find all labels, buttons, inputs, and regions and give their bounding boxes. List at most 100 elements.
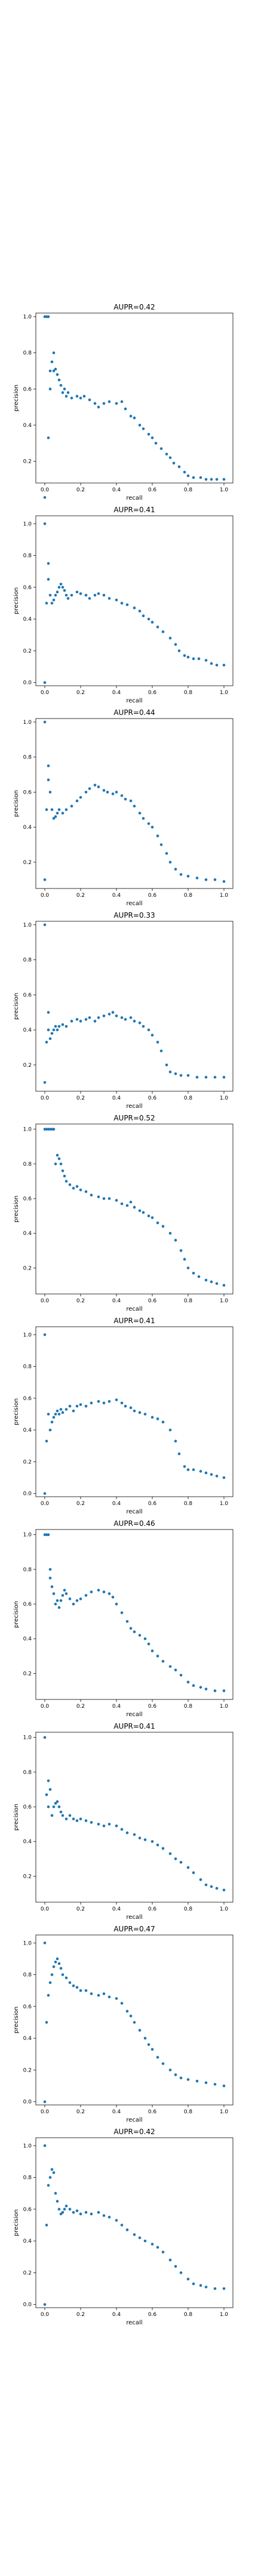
data-point bbox=[97, 785, 100, 788]
data-point bbox=[93, 1020, 97, 1023]
data-point bbox=[102, 593, 106, 597]
data-point bbox=[133, 606, 136, 609]
data-point bbox=[156, 1417, 159, 1420]
y-tick-label: 0.2 bbox=[23, 1459, 32, 1465]
y-tick-label: 0.2 bbox=[23, 2270, 32, 2276]
data-point bbox=[120, 602, 124, 605]
y-tick-label: 0.2 bbox=[23, 1063, 32, 1069]
data-point bbox=[48, 1981, 52, 1984]
data-point bbox=[156, 1843, 159, 1847]
data-point bbox=[129, 799, 133, 803]
x-tick-label: 0.0 bbox=[41, 487, 50, 493]
data-point bbox=[120, 400, 124, 403]
data-point bbox=[195, 877, 199, 880]
y-tick-label: 0.4 bbox=[23, 2036, 32, 2042]
data-point bbox=[90, 1193, 93, 1197]
y-tick-label: 0.8 bbox=[23, 1973, 32, 1979]
y-tick-label: 0.2 bbox=[23, 1874, 32, 1880]
y-axis-label: precision bbox=[13, 1398, 20, 1425]
data-point bbox=[156, 1221, 159, 1225]
data-point bbox=[156, 834, 159, 838]
data-point bbox=[84, 2210, 88, 2214]
x-tick-label: 0.4 bbox=[112, 1095, 121, 1101]
data-point bbox=[215, 1282, 219, 1285]
data-point bbox=[138, 1634, 142, 1637]
x-tick-label: 0.4 bbox=[112, 1298, 121, 1304]
data-point bbox=[90, 1590, 93, 1593]
data-point bbox=[125, 2228, 129, 2231]
data-point bbox=[47, 578, 50, 581]
data-point bbox=[43, 923, 47, 927]
x-tick-label: 0.2 bbox=[76, 690, 85, 696]
data-point bbox=[120, 1401, 124, 1405]
y-tick-label: 0.4 bbox=[23, 1231, 32, 1237]
data-point bbox=[174, 2073, 177, 2076]
data-point bbox=[168, 636, 172, 640]
y-tick-label: 0.4 bbox=[23, 1027, 32, 1033]
subplot-title: AUPR=0.52 bbox=[113, 1114, 155, 1122]
x-tick-label: 1.0 bbox=[220, 1501, 229, 1507]
data-point bbox=[88, 787, 91, 790]
data-point bbox=[56, 1800, 59, 1803]
data-point bbox=[47, 1028, 50, 1032]
y-tick-label: 0.6 bbox=[23, 1804, 32, 1810]
data-point bbox=[108, 597, 111, 600]
data-point bbox=[63, 388, 66, 391]
x-tick-label: 0.0 bbox=[41, 1095, 50, 1101]
data-point bbox=[199, 1470, 202, 1473]
data-point bbox=[84, 1819, 88, 1822]
data-point bbox=[222, 880, 226, 883]
data-point bbox=[156, 2055, 159, 2059]
x-tick-label: 1.0 bbox=[220, 487, 229, 493]
data-point bbox=[59, 1967, 63, 1970]
data-point bbox=[186, 655, 190, 659]
data-point bbox=[222, 664, 226, 667]
data-point bbox=[52, 598, 56, 602]
data-point bbox=[138, 812, 142, 815]
data-point bbox=[168, 456, 172, 459]
x-axis-label: recall bbox=[126, 1509, 142, 1515]
x-tick-label: 0.4 bbox=[112, 893, 121, 899]
data-point bbox=[213, 878, 217, 881]
data-point bbox=[47, 562, 50, 565]
data-point bbox=[204, 659, 208, 662]
data-point bbox=[115, 791, 118, 794]
data-point bbox=[79, 1989, 82, 1992]
data-point bbox=[168, 2258, 172, 2262]
data-point bbox=[84, 1018, 88, 1021]
data-point bbox=[45, 1439, 48, 1443]
x-tick-label: 0.8 bbox=[184, 2109, 193, 2115]
x-tick-label: 0.0 bbox=[41, 690, 50, 696]
data-point bbox=[147, 1214, 150, 1218]
x-tick-label: 0.8 bbox=[184, 2312, 193, 2318]
data-point bbox=[115, 402, 118, 405]
data-point bbox=[138, 2029, 142, 2032]
data-point bbox=[210, 662, 213, 665]
y-tick-label: 0.6 bbox=[23, 386, 32, 392]
data-point bbox=[75, 1819, 79, 1822]
data-point bbox=[168, 1665, 172, 1668]
data-point bbox=[156, 1041, 159, 1044]
x-tick-label: 0.6 bbox=[148, 1501, 157, 1507]
y-tick-label: 0.8 bbox=[23, 2175, 32, 2181]
x-tick-label: 0.6 bbox=[148, 2312, 157, 2318]
x-tick-label: 0.2 bbox=[76, 1906, 85, 1912]
data-point bbox=[61, 1411, 64, 1414]
y-tick-label: 0.8 bbox=[23, 1567, 32, 1573]
data-point bbox=[125, 1204, 129, 1207]
data-point bbox=[64, 1818, 68, 1820]
data-point bbox=[195, 1076, 199, 1079]
x-tick-label: 0.2 bbox=[76, 487, 85, 493]
data-point bbox=[174, 2265, 177, 2268]
y-tick-label: 0.6 bbox=[23, 2004, 32, 2010]
data-point bbox=[64, 1024, 68, 1028]
data-point bbox=[64, 593, 68, 597]
data-point bbox=[43, 2303, 47, 2306]
data-point bbox=[129, 1016, 133, 1019]
data-point bbox=[174, 643, 177, 646]
data-point bbox=[47, 1011, 50, 1014]
data-point bbox=[204, 2286, 208, 2289]
data-point bbox=[84, 593, 88, 597]
data-point bbox=[97, 1400, 100, 1403]
data-point bbox=[52, 1805, 56, 1809]
